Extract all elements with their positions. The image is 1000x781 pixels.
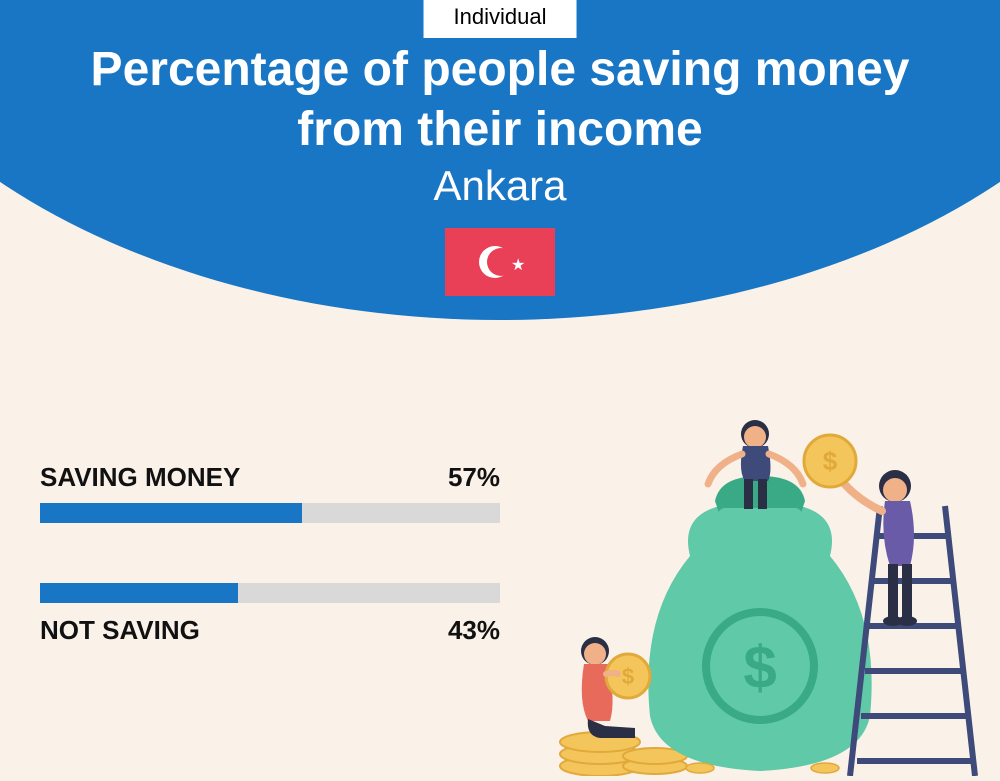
star-icon: ★ <box>511 255 525 275</box>
coin-icon <box>686 763 714 773</box>
savings-illustration: $ $ <box>540 416 980 776</box>
crescent-icon <box>479 246 511 278</box>
person-sitting-icon: $ <box>581 637 650 738</box>
bar-label: NOT SAVING <box>40 615 200 646</box>
category-badge: Individual <box>424 0 577 38</box>
bars-section: SAVING MONEY 57% NOT SAVING 43% <box>40 462 500 706</box>
bar-track <box>40 503 500 523</box>
svg-text:$: $ <box>823 446 838 476</box>
bar-fill <box>40 583 238 603</box>
bar-header: SAVING MONEY 57% <box>40 462 500 493</box>
title-line-2: from their income <box>0 100 1000 160</box>
money-bag-icon: $ <box>648 476 871 771</box>
bar-track <box>40 583 500 603</box>
bar-header: NOT SAVING 43% <box>40 615 500 646</box>
badge-label: Individual <box>454 4 547 29</box>
svg-text:$: $ <box>622 664 634 689</box>
turkey-flag-icon: ★ <box>445 228 555 296</box>
title-line-1: Percentage of people saving money <box>0 40 1000 100</box>
bar-fill <box>40 503 302 523</box>
subtitle-city: Ankara <box>0 162 1000 210</box>
bar-value: 57% <box>448 462 500 493</box>
bar-saving-money: SAVING MONEY 57% <box>40 462 500 523</box>
svg-text:$: $ <box>743 634 776 701</box>
coin-icon <box>811 763 839 773</box>
title-block: Percentage of people saving money from t… <box>0 40 1000 296</box>
bar-label: SAVING MONEY <box>40 462 240 493</box>
bar-not-saving: NOT SAVING 43% <box>40 583 500 646</box>
bar-value: 43% <box>448 615 500 646</box>
